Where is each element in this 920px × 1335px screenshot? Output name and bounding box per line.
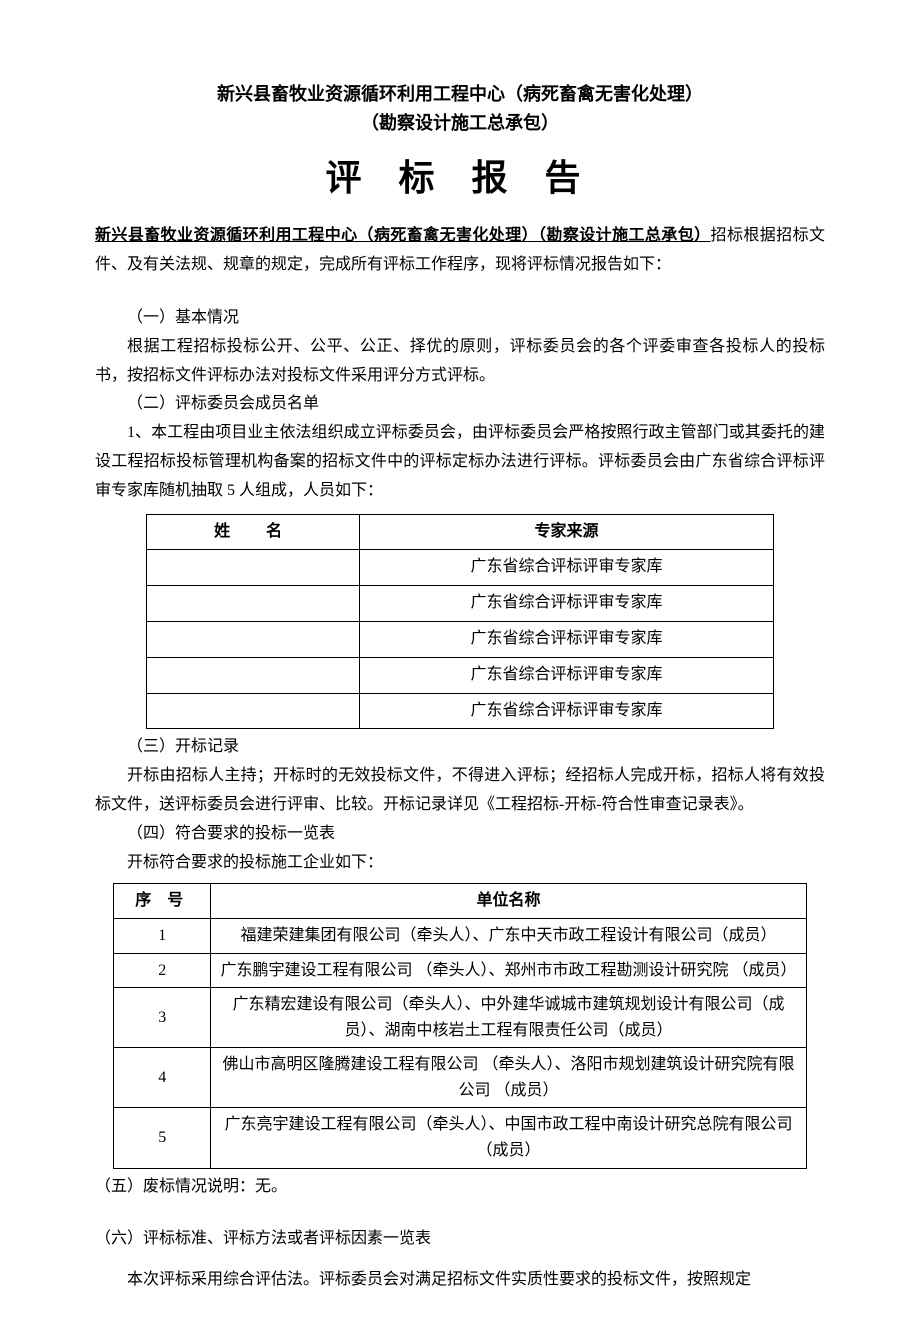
experts-table: 姓 名 专家来源 广东省综合评标评审专家库 广东省综合评标评审专家库 广东省综合… <box>146 514 774 730</box>
bidders-table-header-row: 序 号 单位名称 <box>114 884 807 919</box>
expert-source-cell: 广东省综合评标评审专家库 <box>360 550 774 586</box>
section5-text: （五）废标情况说明：无。 <box>95 1173 825 1202</box>
expert-name-cell <box>147 586 360 622</box>
section3-heading: （三）开标记录 <box>95 733 825 762</box>
experts-col-name: 姓 名 <box>147 514 360 550</box>
doc-header-line1: 新兴县畜牧业资源循环利用工程中心（病死畜禽无害化处理） <box>95 80 825 109</box>
section2-body: 1、本工程由项目业主依法组织成立评标委员会，由评标委员会严格按照行政主管部门或其… <box>95 419 825 505</box>
expert-source-cell: 广东省综合评标评审专家库 <box>360 657 774 693</box>
experts-table-header-row: 姓 名 专家来源 <box>147 514 774 550</box>
expert-source-cell: 广东省综合评标评审专家库 <box>360 586 774 622</box>
bidder-seq-cell: 2 <box>114 953 211 988</box>
bidders-col-company: 单位名称 <box>211 884 807 919</box>
table-row: 广东省综合评标评审专家库 <box>147 550 774 586</box>
bidders-table-body: 1 福建荣建集团有限公司（牵头人）、广东中天市政工程设计有限公司（成员） 2 广… <box>114 918 807 1168</box>
expert-source-cell: 广东省综合评标评审专家库 <box>360 693 774 729</box>
section4-body: 开标符合要求的投标施工企业如下： <box>95 849 825 878</box>
bidder-seq-cell: 3 <box>114 988 211 1048</box>
expert-name-cell <box>147 621 360 657</box>
expert-name-cell <box>147 657 360 693</box>
table-row: 1 福建荣建集团有限公司（牵头人）、广东中天市政工程设计有限公司（成员） <box>114 918 807 953</box>
section1-body: 根据工程招标投标公开、公平、公正、择优的原则，评标委员会的各个评委审查各投标人的… <box>95 333 825 391</box>
experts-col-source: 专家来源 <box>360 514 774 550</box>
section2-heading: （二）评标委员会成员名单 <box>95 390 825 419</box>
table-row: 4 佛山市高明区隆腾建设工程有限公司 （牵头人）、洛阳市规划建筑设计研究院有限公… <box>114 1048 807 1108</box>
experts-table-body: 广东省综合评标评审专家库 广东省综合评标评审专家库 广东省综合评标评审专家库 广… <box>147 550 774 729</box>
table-row: 广东省综合评标评审专家库 <box>147 586 774 622</box>
bidders-col-seq: 序 号 <box>114 884 211 919</box>
table-row: 广东省综合评标评审专家库 <box>147 621 774 657</box>
doc-main-title: 评 标 报 告 <box>95 146 825 211</box>
table-row: 5 广东亮宇建设工程有限公司（牵头人）、中国市政工程中南设计研究总院有限公司 （… <box>114 1108 807 1168</box>
section1-heading: （一）基本情况 <box>95 304 825 333</box>
bidder-company-cell: 广东精宏建设有限公司（牵头人）、中外建华诚城市建筑规划设计有限公司（成员）、湖南… <box>211 988 807 1048</box>
bidder-company-cell: 佛山市高明区隆腾建设工程有限公司 （牵头人）、洛阳市规划建筑设计研究院有限公司 … <box>211 1048 807 1108</box>
table-row: 广东省综合评标评审专家库 <box>147 693 774 729</box>
bidder-company-cell: 福建荣建集团有限公司（牵头人）、广东中天市政工程设计有限公司（成员） <box>211 918 807 953</box>
project-name: 新兴县畜牧业资源循环利用工程中心（病死畜禽无害化处理）（勘察设计施工总承包） <box>95 227 711 244</box>
table-row: 3 广东精宏建设有限公司（牵头人）、中外建华诚城市建筑规划设计有限公司（成员）、… <box>114 988 807 1048</box>
bidder-seq-cell: 4 <box>114 1048 211 1108</box>
section4-heading: （四）符合要求的投标一览表 <box>95 820 825 849</box>
bidder-seq-cell: 5 <box>114 1108 211 1168</box>
table-row: 2 广东鹏宇建设工程有限公司 （牵头人）、郑州市市政工程勘测设计研究院 （成员） <box>114 953 807 988</box>
intro-paragraph: 新兴县畜牧业资源循环利用工程中心（病死畜禽无害化处理）（勘察设计施工总承包）招标… <box>95 222 825 280</box>
expert-name-cell <box>147 550 360 586</box>
expert-name-cell <box>147 693 360 729</box>
bidder-company-cell: 广东鹏宇建设工程有限公司 （牵头人）、郑州市市政工程勘测设计研究院 （成员） <box>211 953 807 988</box>
doc-header-line2: （勘察设计施工总承包） <box>95 109 825 138</box>
section6-heading: （六）评标标准、评标方法或者评标因素一览表 <box>95 1225 825 1254</box>
section6-body: 本次评标采用综合评估法。评标委员会对满足招标文件实质性要求的投标文件，按照规定 <box>95 1266 825 1295</box>
bidder-company-cell: 广东亮宇建设工程有限公司（牵头人）、中国市政工程中南设计研究总院有限公司 （成员… <box>211 1108 807 1168</box>
bidders-table: 序 号 单位名称 1 福建荣建集团有限公司（牵头人）、广东中天市政工程设计有限公… <box>113 883 807 1168</box>
section3-body: 开标由招标人主持；开标时的无效投标文件，不得进入评标；经招标人完成开标，招标人将… <box>95 762 825 820</box>
expert-source-cell: 广东省综合评标评审专家库 <box>360 621 774 657</box>
table-row: 广东省综合评标评审专家库 <box>147 657 774 693</box>
bidder-seq-cell: 1 <box>114 918 211 953</box>
